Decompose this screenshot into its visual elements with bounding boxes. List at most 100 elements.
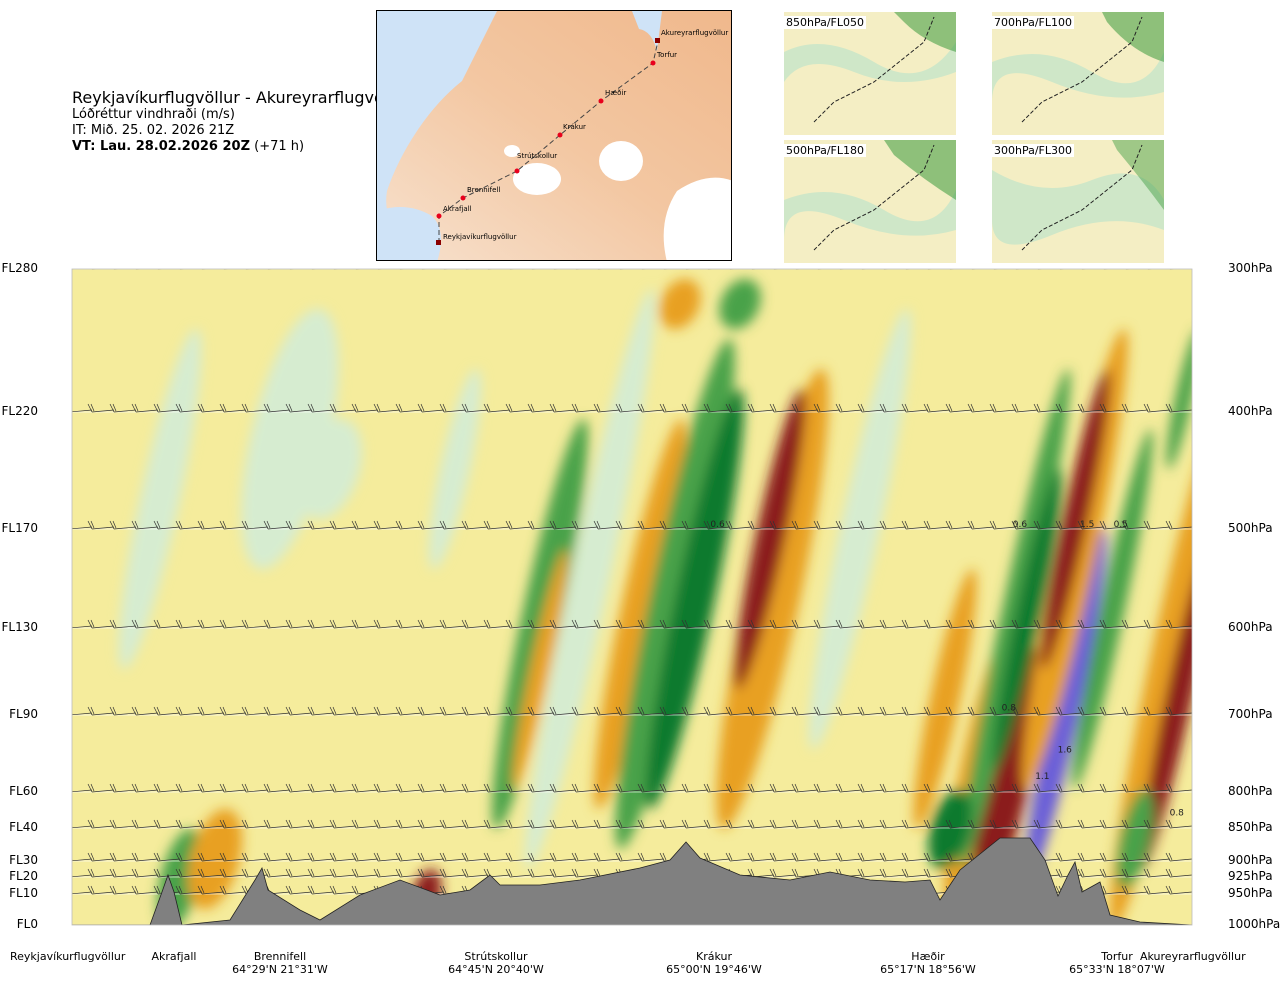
wind-barb [241, 520, 269, 530]
wind-barb [329, 819, 357, 829]
fl-label-fl220: FL220 [1, 404, 39, 418]
wind-barb [593, 783, 621, 793]
wind-barb [311, 269, 316, 270]
wind-barb [263, 619, 291, 629]
wind-barb [593, 819, 621, 829]
thumbnail-850hpa[interactable]: 850hPa/FL050 [784, 12, 956, 135]
terrain-profile [72, 837, 1192, 925]
wind-barb [219, 706, 247, 716]
fl-label-fl60: FL60 [9, 784, 38, 798]
wind-barb [1099, 852, 1127, 862]
wind-barb [131, 520, 159, 530]
wind-barb [87, 706, 115, 716]
wind-barb [835, 819, 863, 829]
route-title: Reykjavíkurflugvöllur - Akureyrarflugvöl… [72, 88, 410, 107]
wind-barb [373, 706, 401, 716]
wind-barb [1033, 819, 1061, 829]
wind-barb [615, 819, 643, 829]
map-place-brennifell: Brennifell [467, 186, 500, 194]
wind-barb [263, 868, 291, 878]
fl-label-fl40: FL40 [9, 820, 38, 834]
wind-barb [483, 852, 511, 862]
wind-barb [989, 520, 1017, 530]
wind-band [913, 569, 977, 829]
wind-band [928, 789, 972, 869]
wind-barb [197, 619, 225, 629]
wind-barb [373, 852, 401, 862]
thumbnail-500hpa[interactable]: 500hPa/FL180 [784, 140, 956, 263]
thumbnail-300hpa[interactable]: 300hPa/FL300 [992, 140, 1164, 263]
wind-band [492, 419, 588, 829]
wind-barb [883, 269, 888, 270]
pressure-label-300hpa: 300hPa [1228, 261, 1273, 275]
wind-barb [1077, 819, 1105, 829]
wind-barb [72, 409, 93, 413]
wind-barb [1143, 819, 1171, 829]
wind-barb [1143, 403, 1171, 413]
wind-band [1139, 529, 1192, 869]
wind-barb [72, 789, 93, 793]
wind-barb [923, 852, 951, 862]
wind-barb [659, 403, 687, 413]
wind-band [659, 279, 701, 329]
wind-barb [637, 852, 665, 862]
wind-barb [835, 403, 863, 413]
wind-barb [637, 819, 665, 829]
wind-barb [549, 852, 577, 862]
wind-barb [443, 269, 448, 270]
wind-barb [263, 520, 291, 530]
wind-barb [703, 619, 731, 629]
wind-barb [681, 520, 709, 530]
waypoint-label: Hæðir [911, 950, 945, 963]
wind-barb [87, 885, 115, 895]
wind-barb [351, 819, 379, 829]
wind-barb [505, 819, 533, 829]
wind-barb [1077, 868, 1105, 878]
wind-barb [285, 868, 313, 878]
wind-band [646, 389, 744, 809]
wind-barb [729, 269, 734, 270]
wind-band [1041, 369, 1110, 669]
wind-barb [527, 868, 555, 878]
wind-barb [967, 783, 995, 793]
wind-barb [747, 619, 775, 629]
wind-barb [527, 619, 555, 629]
wind-barb [571, 619, 599, 629]
wind-barb [615, 783, 643, 793]
contour-label: 1.6 [1058, 746, 1073, 756]
wind-barb [373, 520, 401, 530]
wind-barb [417, 852, 445, 862]
wind-barb [219, 819, 247, 829]
wind-band [993, 469, 1062, 769]
wind-barb [417, 619, 445, 629]
wind-barb [333, 269, 338, 270]
wind-barb [813, 819, 841, 829]
wind-barb [245, 269, 250, 270]
wind-barb [615, 619, 643, 629]
wind-barb [109, 885, 137, 895]
wind-barb [285, 852, 313, 862]
wind-barb [769, 868, 797, 878]
waypoint-label: Reykjavíkurflugvöllur [10, 950, 126, 963]
wind-barb [395, 819, 423, 829]
thumbnail-700hpa[interactable]: 700hPa/FL100 [992, 12, 1164, 135]
wind-barb [967, 619, 995, 629]
wind-barb [44, 404, 70, 412]
wind-barb [153, 852, 181, 862]
wind-barb [571, 706, 599, 716]
wind-band [512, 549, 568, 789]
cross-section-chart: 0.6 0.6 1.5 0.5 0.8 1.6 1.1 0.8 [44, 268, 1193, 926]
wind-barb [615, 852, 643, 862]
wind-barb [175, 783, 203, 793]
wind-barb [505, 520, 533, 530]
wind-barb [1165, 619, 1192, 629]
wind-barb [835, 852, 863, 862]
wind-barb [637, 520, 665, 530]
wind-barb [417, 706, 445, 716]
wind-barb [175, 852, 203, 862]
wind-band [593, 419, 687, 809]
wind-barb [615, 403, 643, 413]
wind-barb [461, 706, 489, 716]
wind-barb [483, 819, 511, 829]
wind-barb [1055, 706, 1083, 716]
